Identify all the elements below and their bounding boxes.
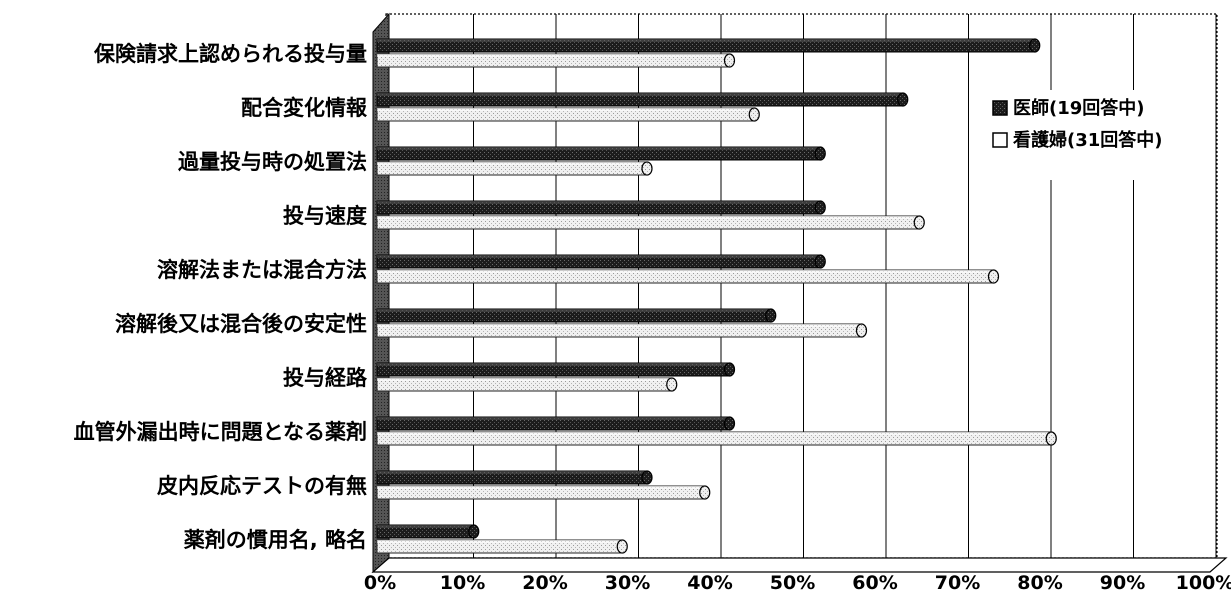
bar-doctor-highlight [377,255,821,258]
bar-nurse-highlight [377,216,920,219]
legend-item-doctor-label: 医師(19回答中) [1013,97,1145,119]
category-label: 配合変化情報 [241,96,368,120]
x-tick-label: 70% [935,572,980,594]
bar-nurse-cap [1045,431,1057,446]
bar-nurse [376,269,1000,284]
legend-item-doctor: 医師(19回答中) [992,97,1145,119]
bars [376,38,1057,554]
legend-box [985,90,1195,180]
bar-doctor-cap [723,362,736,377]
bar-doctor [376,362,736,377]
bar-doctor-cap [468,524,480,539]
bar-nurse-highlight [377,270,994,273]
bar-nurse [376,107,760,122]
bar-nurse-cap [723,53,736,68]
x-tick-label: 40% [687,572,732,594]
bar-doctor-highlight [377,309,771,312]
bar-doctor [376,470,653,485]
x-tick-label: 60% [852,572,897,594]
bar-doctor [376,416,736,431]
category-label: 薬剤の慣用名, 略名 [184,528,367,552]
bar-nurse-highlight [377,108,755,111]
category-label: 溶解後又は混合後の安定性 [115,312,367,336]
bar-nurse [376,215,925,230]
bar-nurse-highlight [377,54,730,57]
x-tick-label: 90% [1100,572,1145,594]
bar-doctor-cap [897,92,909,107]
x-tick-labels: 0% 10% 20% 30% 40% 50% 60% 70% 80% 90% 100% [364,572,1231,594]
x-tick-label: 100% [1176,572,1231,594]
bar-doctor-cap [814,146,826,161]
x-tick-label: 80% [1017,572,1062,594]
bar-nurse [376,431,1057,446]
bar-nurse-highlight [377,324,862,327]
bar-nurse-cap [987,269,1000,284]
bar-doctor-cap [765,308,777,323]
x-tick-label: 0% [364,572,396,594]
bar-doctor-highlight [377,363,730,366]
bar-nurse [376,539,628,554]
bar-doctor-highlight [377,93,903,96]
bar-doctor-cap [814,254,826,269]
category-label: 投与経路 [283,366,368,390]
bar-nurse [376,485,711,500]
bar-doctor-cap [641,470,653,485]
category-label: 保険請求上認められる投与量 [93,42,367,66]
bar-nurse [376,161,653,176]
bar-doctor-highlight [377,525,474,528]
category-label: 過量投与時の処置法 [178,150,367,174]
category-labels: 保険請求上認められる投与量配合変化情報過量投与時の処置法投与速度溶解法または混合… [74,42,368,552]
x-tick-label: 30% [605,572,650,594]
bar-nurse-highlight [377,432,1052,435]
bar-nurse-highlight [377,162,647,165]
category-label: 溶解法または混合方法 [157,258,367,282]
bar-doctor-highlight [377,471,647,474]
bar-doctor-highlight [377,147,821,150]
bar-doctor-cap [723,416,736,431]
x-tick-label: 10% [440,572,485,594]
bar-nurse-cap [616,539,628,554]
legend-item-nurse-swatch [992,132,1008,148]
bar-nurse-highlight [377,540,623,543]
legend: 医師(19回答中) 看護婦(31回答中) [985,90,1195,180]
bar-doctor-highlight [377,201,821,204]
category-label: 血管外漏出時に問題となる薬剤 [74,420,367,444]
legend-item-nurse-label: 看護婦(31回答中) [1012,129,1163,151]
bar-nurse-cap [641,161,653,176]
bar-doctor [376,524,480,539]
legend-item-doctor-swatch [992,100,1008,116]
bar-doctor-cap [814,200,826,215]
bar-doctor [376,254,826,269]
bar-nurse-highlight [377,378,672,381]
bar-doctor [376,200,826,215]
bar-nurse-cap [913,215,925,230]
bar-doctor-highlight [377,39,1035,42]
floor [371,557,1228,573]
bar-nurse [376,53,736,68]
bar-doctor-highlight [377,417,730,420]
x-tick-label: 50% [770,572,815,594]
bar-nurse-cap [748,107,760,122]
bar-nurse-cap [666,377,678,392]
x-tick-label: 20% [522,572,567,594]
bar-nurse [376,323,868,338]
bar-doctor [376,308,777,323]
bar-nurse-cap [855,323,868,338]
bar-doctor-cap [1029,38,1041,53]
category-label: 投与速度 [283,204,367,228]
bar-doctor [376,92,909,107]
bar-nurse-highlight [377,486,705,489]
legend-item-nurse: 看護婦(31回答中) [992,129,1163,151]
bar-nurse [376,377,678,392]
bar-doctor [376,146,826,161]
bar-doctor [376,38,1041,53]
category-label: 皮内反応テストの有無 [157,474,367,498]
bar-nurse-cap [699,485,711,500]
